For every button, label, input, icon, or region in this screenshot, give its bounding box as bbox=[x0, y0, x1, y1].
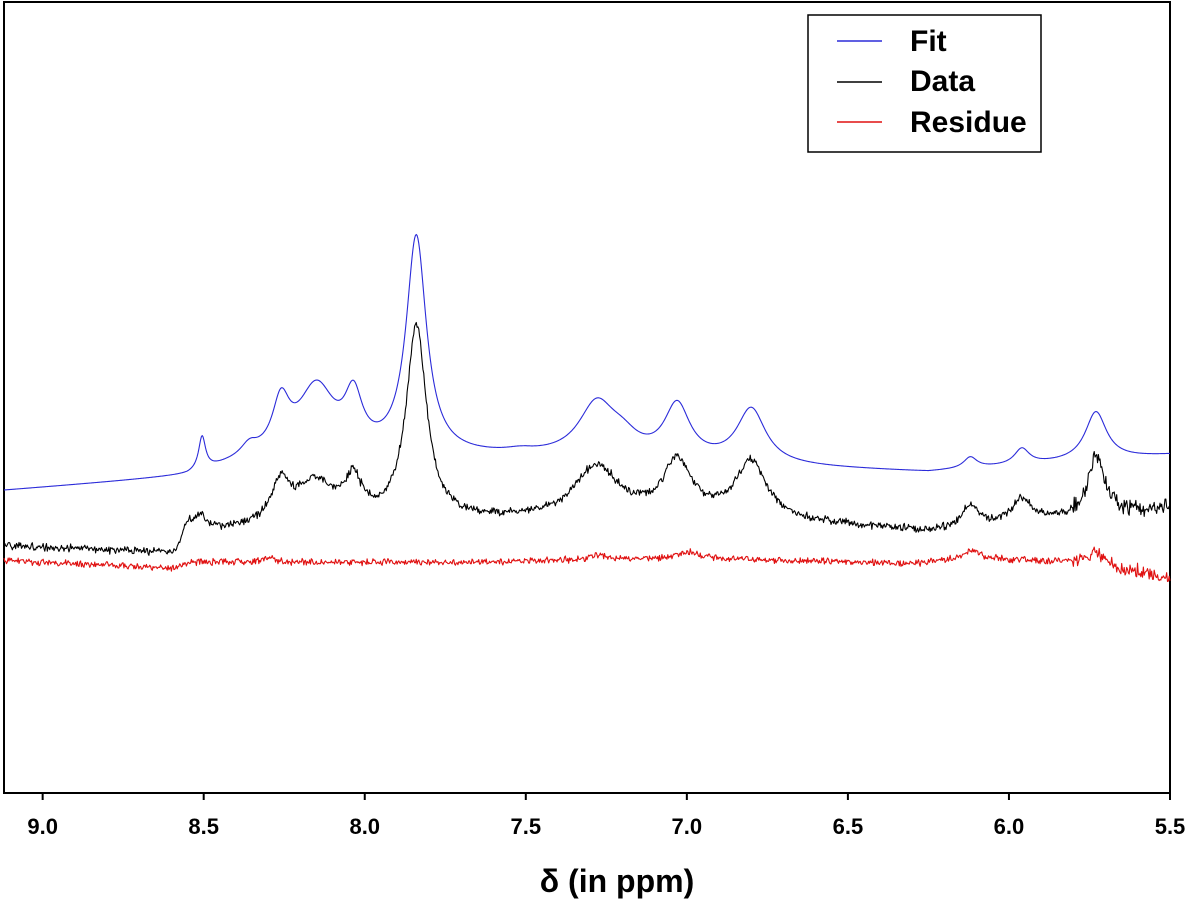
x-tick-label: 9.0 bbox=[27, 814, 58, 839]
series-line-residue bbox=[3, 546, 1171, 583]
series-line-fit bbox=[3, 233, 1171, 491]
x-tick-label: 7.0 bbox=[672, 814, 703, 839]
series-line-data bbox=[3, 321, 1171, 556]
legend: Fit Data Residue bbox=[807, 14, 1042, 153]
legend-label-data: Data bbox=[910, 65, 975, 98]
legend-box bbox=[807, 14, 1042, 153]
x-tick-label: 6.5 bbox=[833, 814, 864, 839]
x-tick-label: 6.0 bbox=[994, 814, 1025, 839]
x-tick-label: 8.5 bbox=[188, 814, 219, 839]
x-tick-label: 7.5 bbox=[511, 814, 542, 839]
plot-frame bbox=[3, 1, 1171, 794]
series-layer bbox=[3, 233, 1171, 583]
x-tick-label: 8.0 bbox=[349, 814, 380, 839]
x-tick-label: 5.5 bbox=[1155, 814, 1186, 839]
legend-label-residue: Residue bbox=[910, 106, 1027, 139]
x-axis: 9.0 8.5 8.0 7.5 7.0 6.5 6.0 5.5 bbox=[27, 793, 1185, 839]
x-axis-title: δ (in ppm) bbox=[540, 863, 694, 899]
legend-label-fit: Fit bbox=[910, 25, 947, 58]
